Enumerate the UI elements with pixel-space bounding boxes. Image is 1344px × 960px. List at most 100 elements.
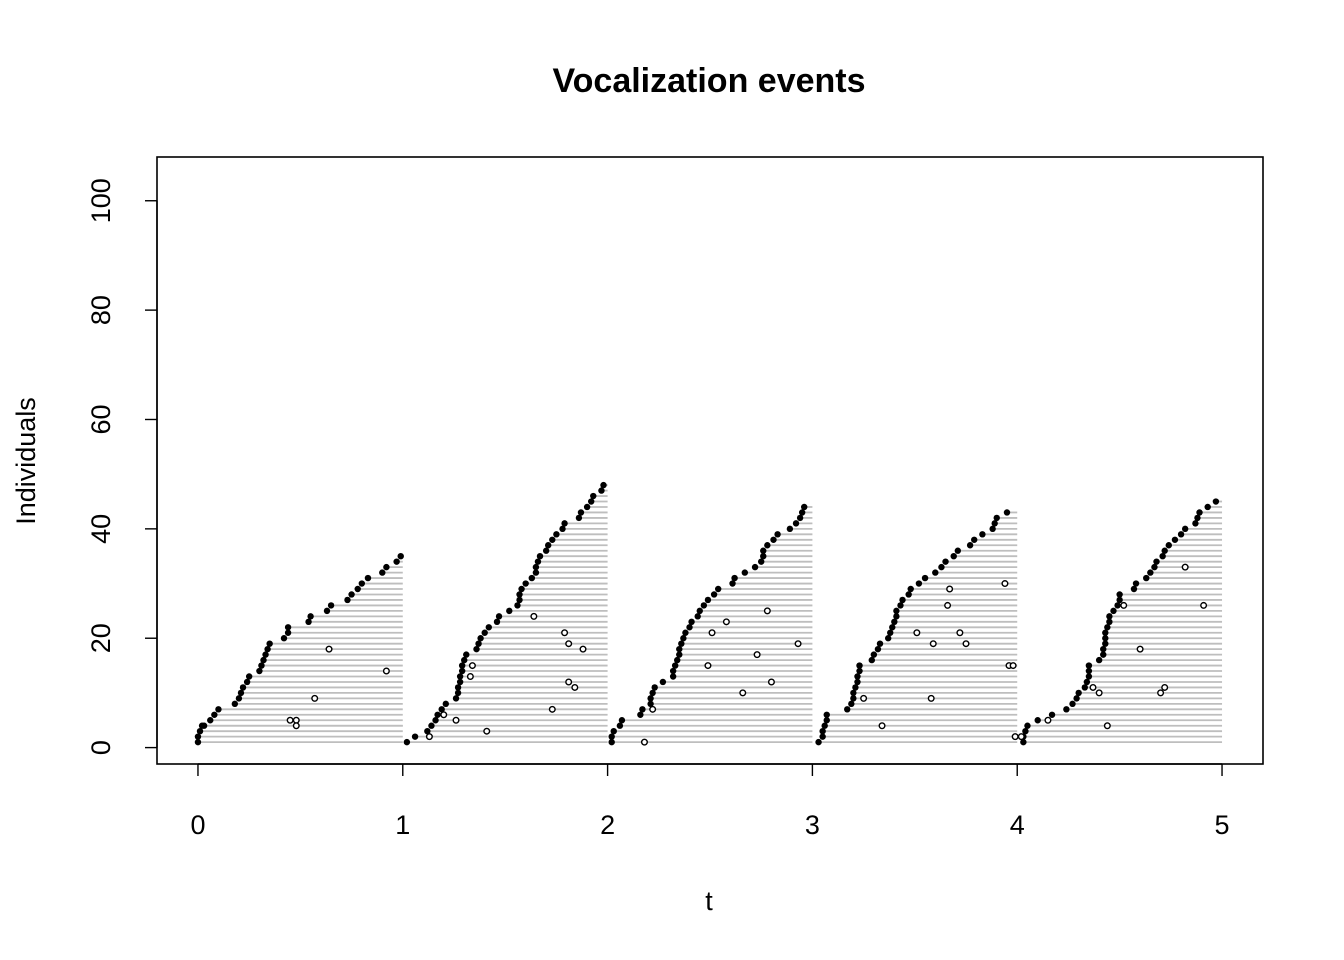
x-tick-label: 5 — [1215, 810, 1230, 840]
first-event-point — [1020, 738, 1027, 746]
first-event-point — [1085, 673, 1093, 680]
repeat-event-point — [483, 727, 491, 735]
repeat-event-point — [649, 705, 657, 713]
first-event-point — [731, 574, 738, 582]
first-event-point — [760, 547, 767, 554]
x-tick-label: 4 — [1010, 810, 1025, 840]
first-event-point — [1165, 542, 1172, 549]
first-event-point — [932, 569, 939, 576]
first-event-point — [207, 717, 214, 724]
first-event-point — [639, 706, 646, 713]
first-event-point — [194, 738, 202, 746]
first-event-point — [522, 580, 529, 587]
first-event-point — [358, 580, 366, 587]
repeat-event-point — [468, 662, 476, 670]
first-event-point — [354, 585, 361, 593]
first-event-point — [682, 629, 689, 636]
first-event-point — [1143, 574, 1150, 582]
first-event-point — [1153, 558, 1160, 565]
repeat-event-point — [927, 694, 935, 702]
first-event-point — [751, 563, 759, 571]
first-event-point — [583, 503, 591, 511]
repeat-event-point — [878, 722, 886, 730]
first-event-point — [239, 684, 247, 691]
repeat-event-point — [1161, 683, 1169, 691]
repeat-event-point — [704, 662, 712, 670]
first-event-point — [323, 607, 331, 615]
first-event-point — [819, 727, 826, 735]
repeat-event-point — [946, 585, 954, 593]
first-event-point — [456, 678, 464, 686]
first-event-point — [215, 706, 222, 713]
first-event-point — [610, 727, 617, 735]
first-event-point — [1075, 689, 1082, 697]
first-event-point — [1132, 580, 1140, 587]
first-event-point — [796, 514, 804, 522]
first-event-point — [477, 635, 484, 642]
first-event-point — [561, 520, 568, 527]
first-event-point — [1110, 607, 1117, 615]
first-event-point — [364, 574, 372, 582]
first-event-point — [729, 580, 736, 587]
repeat-event-point — [753, 651, 761, 659]
first-event-point — [1106, 613, 1113, 620]
first-event-point — [518, 585, 525, 593]
repeat-event-point — [929, 640, 937, 648]
first-event-point — [1085, 662, 1093, 669]
x-axis: 0 1 2 3 4 5 — [190, 763, 1230, 840]
repeat-event-point — [944, 601, 952, 609]
repeat-event-point — [292, 716, 300, 724]
repeat-event-point — [794, 640, 802, 648]
first-event-point — [850, 695, 857, 702]
first-event-point — [971, 536, 978, 543]
repeat-event-point — [1120, 601, 1128, 609]
repeat-event-point — [1017, 733, 1025, 741]
first-event-point — [575, 514, 583, 522]
first-event-point — [758, 558, 765, 565]
first-event-point — [1048, 711, 1056, 718]
first-event-point — [899, 596, 906, 604]
first-event-point — [424, 727, 431, 735]
repeat-event-point — [1001, 580, 1009, 588]
first-event-point — [1073, 695, 1080, 702]
first-event-point — [1100, 651, 1107, 658]
repeat-event-point — [548, 705, 556, 713]
first-event-point — [774, 531, 781, 538]
first-event-point — [1114, 602, 1121, 609]
repeat-event-point — [565, 640, 573, 648]
first-event-point — [1116, 591, 1123, 598]
first-event-point — [1003, 509, 1011, 516]
first-event-point — [577, 509, 585, 516]
first-event-point — [854, 673, 861, 680]
first-event-point — [411, 733, 419, 740]
first-event-point — [473, 645, 480, 653]
first-event-point — [262, 651, 269, 658]
first-event-point — [1022, 727, 1029, 735]
first-event-point — [532, 569, 540, 576]
first-event-point — [647, 700, 654, 708]
repeat-event-point — [292, 722, 300, 730]
first-event-point — [649, 689, 656, 697]
first-event-point — [714, 585, 722, 593]
first-event-point — [786, 525, 794, 533]
first-event-point — [432, 717, 439, 724]
first-event-point — [950, 552, 957, 560]
first-event-point — [798, 509, 806, 516]
first-event-point — [1085, 667, 1093, 675]
repeat-event-point — [962, 640, 970, 648]
point-layer — [194, 481, 1220, 746]
repeat-event-point — [286, 716, 294, 724]
first-event-point — [893, 607, 900, 615]
repeat-event-point — [530, 612, 538, 620]
first-event-point — [1151, 563, 1158, 571]
first-event-point — [637, 711, 644, 718]
repeat-event-point — [425, 733, 433, 741]
first-event-point — [458, 662, 466, 669]
first-event-point — [1204, 503, 1211, 511]
first-event-point — [874, 645, 882, 653]
repeat-event-point — [1044, 716, 1052, 724]
first-event-point — [938, 563, 945, 571]
first-event-point — [532, 563, 540, 571]
first-event-point — [485, 624, 492, 631]
first-event-point — [704, 596, 712, 604]
